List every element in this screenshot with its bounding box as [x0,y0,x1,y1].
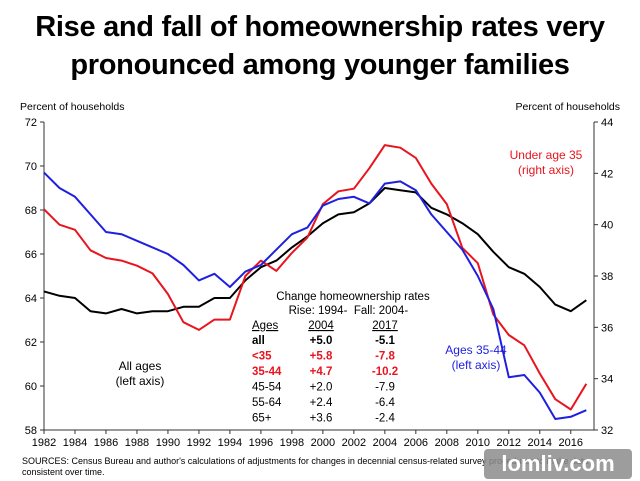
x-tick-label: 2010 [466,437,490,448]
table-age-cell: 55-64 [252,397,282,409]
chart-title-line-2: pronounced among younger families [70,49,570,81]
watermark-logo: lomliv.com [484,449,632,479]
left-tick-label: 68 [25,205,37,217]
ages35-44-label-line-2: (left axis) [452,358,501,372]
x-tick-label: 2016 [559,437,583,448]
x-tick-label: 1998 [280,437,304,448]
left-tick-label: 72 [25,117,37,129]
table-age-cell: all [252,335,265,347]
table-col-ages: Ages [252,320,278,332]
x-tick-label: 2014 [528,437,552,448]
x-tick-label: 2004 [373,437,397,448]
series-line-ages35_44 [43,171,587,420]
left-tick-label: 64 [25,293,37,305]
x-tick-label: 2006 [404,437,428,448]
x-tick-label: 2000 [311,437,335,448]
line-chart: 58 60 62 64 66 68 70 72 32 34 36 38 40 42 44 1982 1984 19… [20,101,620,448]
chart-title-line-1: Rise and fall of homeownership rates ver… [35,11,605,43]
right-tick-label: 36 [601,322,613,334]
table-rise-cell: +2.4 [310,397,333,409]
left-tick-label: 58 [25,425,37,437]
table-fall-cell: -6.4 [375,397,395,409]
table-title: Change homeownership rates [276,291,430,303]
table-fall-cell: -5.1 [375,335,395,347]
table-col-fall: 2017 [372,320,398,332]
right-tick-label: 40 [601,220,613,232]
all-ages-label-line-1: All ages [119,359,162,373]
table-age-cell: 45-54 [252,382,282,394]
table-fall-header: Fall: 2004- [354,305,409,317]
annotations: Under age 35(right axis)Ages 35-44(left … [116,148,583,388]
table-fall-cell: -7.9 [375,382,395,394]
table-fall-cell: -10.2 [372,366,398,378]
under35-label-line-1: Under age 35 [510,148,583,162]
left-tick-label: 60 [25,381,37,393]
table-rise-cell: +5.0 [310,335,333,347]
x-tick-label: 2012 [497,437,521,448]
right-tick-label: 42 [601,168,613,180]
table-age-cell: 65+ [252,413,272,425]
table-rise-cell: +4.7 [310,366,333,378]
left-axis-title: Percent of households [20,101,125,113]
table-fall-cell: -7.8 [375,351,395,363]
x-tick-label: 2002 [342,437,366,448]
table-rise-header: Rise: 1994- [289,305,348,317]
all-ages-label-line-2: (left axis) [116,374,165,388]
right-tick-label: 32 [601,425,613,437]
x-tick-label: 1988 [125,437,149,448]
chart-title: Rise and fall of homeownership rates ver… [0,8,640,84]
source-note-line-2: consistent over time. [22,467,105,477]
series-line-all [43,187,587,315]
x-tick-label: 1994 [218,437,242,448]
right-tick-label: 38 [601,271,613,283]
left-tick-label: 70 [25,161,37,173]
table-rise-cell: +5.8 [310,351,333,363]
x-tick-label: 2008 [435,437,459,448]
x-tick-label: 1992 [187,437,211,448]
table-rise-cell: +3.6 [310,413,333,425]
left-tick-label: 66 [25,249,37,261]
ages35-44-label-line-1: Ages 35-44 [445,343,507,357]
axes: 58 60 62 64 66 68 70 72 32 34 36 38 40 42 44 1982 1984 19… [20,101,620,448]
under35-label-line-2: (right axis) [518,163,574,177]
series-lines [43,144,588,420]
right-axis-title: Percent of households [516,101,621,113]
x-tick-label: 1990 [156,437,180,448]
table-fall-cell: -2.4 [375,413,395,425]
x-tick-label: 1996 [249,437,273,448]
change-table: Change homeownership rates Rise: 1994- Fal… [252,291,430,425]
table-age-cell: <35 [252,351,272,363]
source-note-line-1: SOURCES: Census Bureau and author's calc… [22,456,589,466]
x-tick-label: 1986 [94,437,118,448]
table-rise-cell: +2.0 [310,382,333,394]
x-tick-label: 1984 [63,437,87,448]
x-tick-label: 1982 [32,437,56,448]
table-col-rise: 2004 [308,320,334,332]
left-tick-label: 62 [25,337,37,349]
source-note: SOURCES: Census Bureau and author's calc… [22,456,622,478]
right-tick-label: 44 [601,117,613,129]
right-tick-label: 34 [601,374,613,386]
table-age-cell: 35-44 [252,366,282,378]
